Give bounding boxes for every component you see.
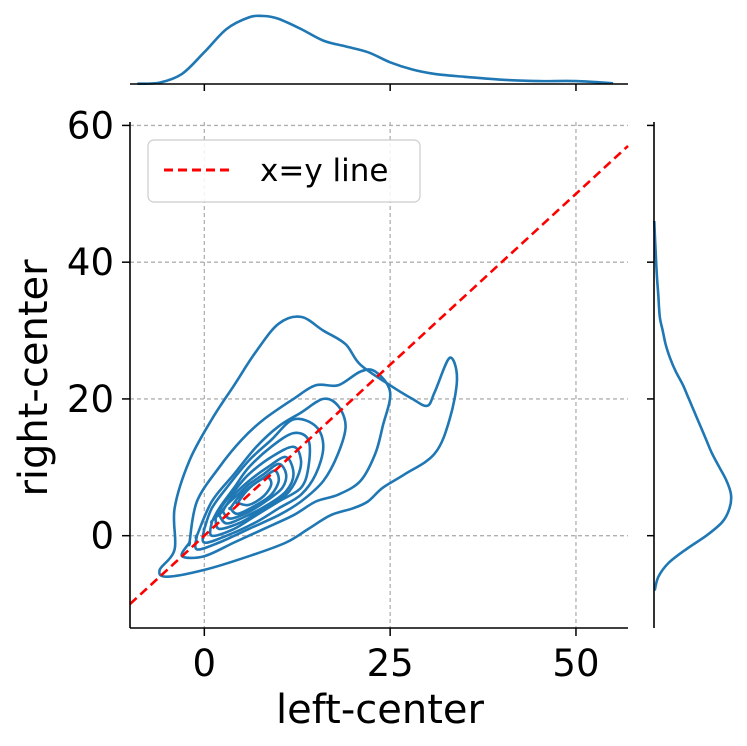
contour-level-4 — [201, 417, 325, 544]
xy-line — [129, 144, 629, 606]
x-tick-label: 0 — [193, 642, 217, 685]
xy-reference-line — [129, 144, 629, 606]
legend: x=y line — [147, 139, 421, 203]
y-tick-label: 60 — [67, 104, 114, 147]
y-axis-label: right-center — [11, 259, 57, 497]
legend-entry-label: x=y line — [260, 153, 388, 189]
x-tick-label: 50 — [552, 642, 599, 685]
contour-level-3 — [193, 397, 347, 551]
y-tick-label: 40 — [67, 241, 114, 284]
contour-level-2 — [180, 368, 392, 560]
contour-level-8 — [220, 462, 288, 520]
grid — [130, 122, 628, 628]
y-tick-label: 0 — [90, 515, 114, 558]
marginal-x-kde — [130, 14, 628, 91]
x-axis-label: left-center — [276, 687, 484, 733]
x-tick-label: 25 — [367, 642, 414, 685]
contour-level-6 — [213, 445, 303, 531]
legend-box — [147, 139, 421, 203]
y-tick-label: 20 — [67, 378, 114, 421]
marginal-y-kde — [647, 122, 733, 628]
marginal-x-curve — [137, 14, 614, 85]
contour-level-1 — [158, 315, 459, 578]
main-axes: 0 25 50 0 20 40 60 — [67, 104, 628, 685]
marginal-y-curve — [653, 221, 733, 591]
